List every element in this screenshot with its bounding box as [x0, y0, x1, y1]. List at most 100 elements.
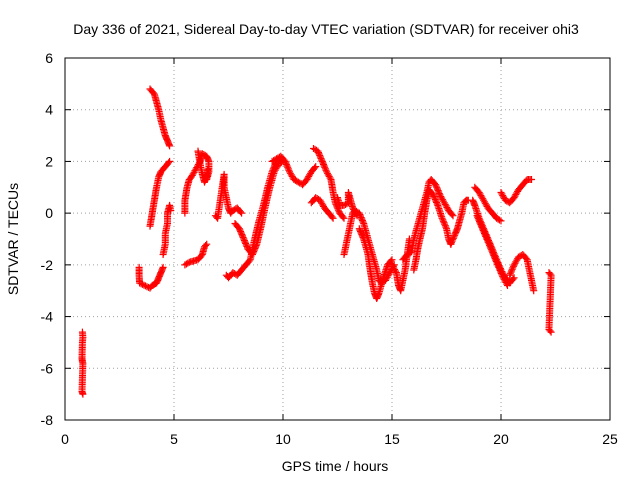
data-point — [79, 390, 87, 398]
data-point — [481, 199, 489, 207]
series-c — [146, 157, 174, 230]
data-point — [357, 212, 364, 220]
data-point — [497, 217, 505, 225]
series-i — [222, 155, 285, 282]
series-v — [473, 212, 511, 289]
data-point — [387, 257, 395, 265]
x-tick-label: 10 — [275, 431, 291, 447]
y-tick-label: 4 — [45, 102, 53, 118]
data-point — [392, 267, 399, 275]
data-point — [442, 202, 450, 210]
data-point — [319, 201, 327, 209]
data-point — [326, 174, 334, 182]
data-point — [321, 163, 329, 171]
data-point — [359, 218, 367, 226]
y-tick-label: -6 — [41, 360, 54, 376]
y-tick-label: 0 — [45, 205, 53, 221]
data-point — [202, 242, 210, 249]
data-point — [476, 219, 484, 227]
grid-lines — [65, 58, 610, 420]
data-point — [511, 192, 519, 200]
data-point — [238, 209, 246, 217]
data-point — [316, 196, 324, 204]
data-point — [287, 171, 295, 179]
data-point — [245, 257, 253, 265]
series-g — [194, 147, 212, 186]
data-point — [495, 265, 503, 273]
data-point — [511, 259, 519, 267]
data-point — [203, 240, 211, 248]
data-point — [487, 246, 495, 254]
data-point — [482, 201, 490, 209]
series-k — [268, 152, 320, 189]
data-point — [318, 199, 326, 207]
data-point — [509, 275, 517, 283]
series-h — [211, 170, 246, 222]
data-points — [78, 85, 555, 398]
data-point — [504, 282, 511, 289]
series-d — [159, 201, 175, 258]
y-tick-label: -2 — [41, 257, 54, 273]
data-point — [142, 282, 149, 290]
data-point — [484, 238, 492, 246]
series-b — [146, 85, 174, 150]
chart-title: Day 336 of 2021, Sidereal Day-to-day VTE… — [73, 21, 579, 37]
data-point — [522, 254, 530, 262]
data-point — [441, 200, 449, 208]
y-tick-label: 2 — [45, 153, 53, 169]
data-point — [204, 165, 212, 173]
x-tick-label: 0 — [61, 431, 69, 447]
y-axis-label: SDTVAR / TECUs — [5, 183, 21, 295]
data-point — [323, 168, 331, 176]
data-point — [499, 274, 507, 282]
data-point — [435, 190, 443, 198]
data-point — [273, 163, 281, 171]
data-point — [306, 171, 314, 179]
data-point — [271, 166, 279, 174]
series-z — [545, 269, 555, 336]
series-a — [135, 263, 167, 292]
data-point — [496, 216, 503, 224]
data-point — [479, 227, 487, 234]
data-point — [340, 214, 348, 222]
data-point — [438, 214, 446, 222]
data-point — [165, 159, 173, 167]
data-point — [339, 213, 347, 221]
data-point — [389, 262, 397, 270]
data-point — [328, 213, 336, 221]
data-point — [479, 195, 487, 203]
x-tick-label: 20 — [493, 431, 509, 447]
data-point — [318, 157, 326, 165]
data-point — [242, 239, 250, 247]
data-point — [239, 234, 247, 241]
data-point — [513, 256, 521, 264]
data-point — [250, 246, 258, 254]
series-m — [307, 194, 337, 222]
data-point — [528, 176, 535, 183]
data-point — [189, 170, 197, 178]
data-point — [449, 212, 457, 220]
data-point — [510, 261, 518, 269]
data-point — [139, 280, 146, 288]
series-f — [181, 150, 213, 217]
series-o — [340, 207, 398, 287]
data-point — [530, 287, 538, 295]
data-point — [388, 261, 396, 269]
data-point — [359, 234, 367, 241]
data-point — [433, 198, 440, 206]
data-point — [159, 263, 167, 271]
data-point — [324, 169, 331, 177]
data-point — [329, 214, 337, 222]
data-point — [482, 232, 490, 240]
data-point — [436, 191, 444, 199]
y-tick-label: -8 — [41, 412, 54, 428]
series-p — [355, 225, 396, 302]
data-point — [476, 190, 484, 198]
data-point — [480, 196, 488, 204]
x-axis-label: GPS time / hours — [282, 458, 389, 474]
data-point — [237, 208, 244, 216]
data-point — [312, 163, 320, 171]
data-point — [510, 274, 518, 282]
data-point — [438, 194, 446, 202]
